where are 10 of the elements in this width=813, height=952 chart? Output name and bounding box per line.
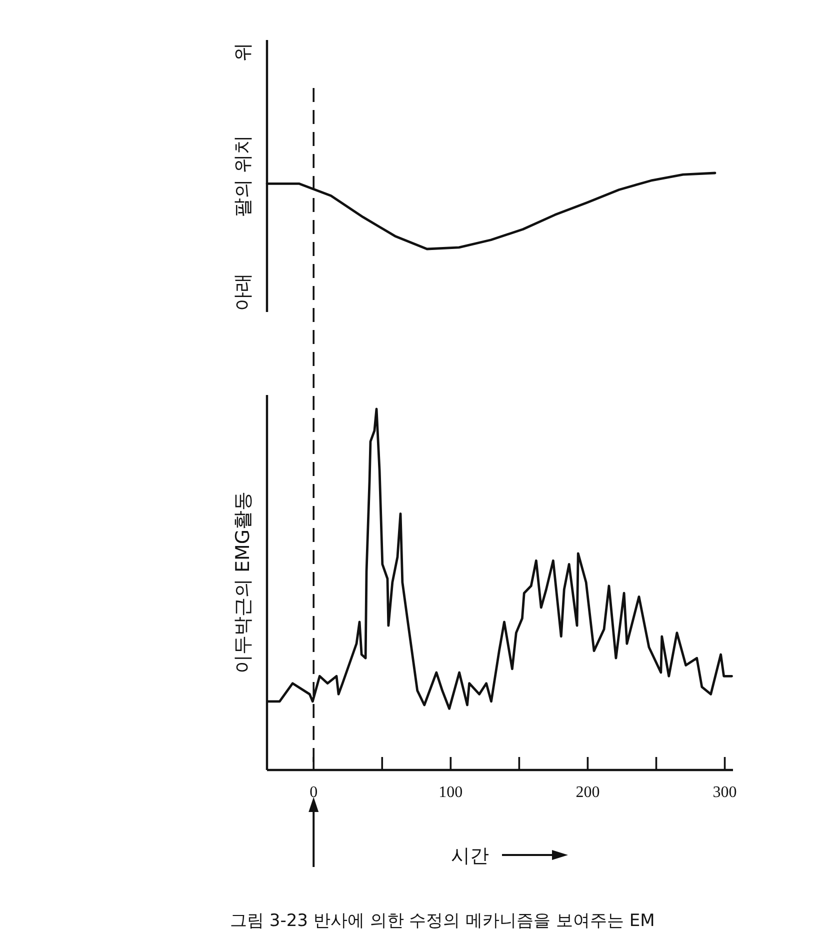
x-tick-label: 200	[576, 784, 600, 801]
x-tick-label: 300	[712, 784, 737, 801]
x-tick-label: 100	[438, 784, 463, 801]
x-tick-label: 0	[310, 784, 318, 801]
y-axis-title: 팔의 위치	[232, 134, 254, 218]
caption: 그림 3-23 반사에 의한 수정의 메카니즘을 보여주는 EM	[230, 911, 655, 931]
x-axis-title: 시간	[451, 845, 489, 867]
y-axis-title: 이두박근의 EMG활동	[232, 491, 254, 674]
text: 위	[232, 42, 254, 62]
text: 아래	[232, 273, 254, 311]
